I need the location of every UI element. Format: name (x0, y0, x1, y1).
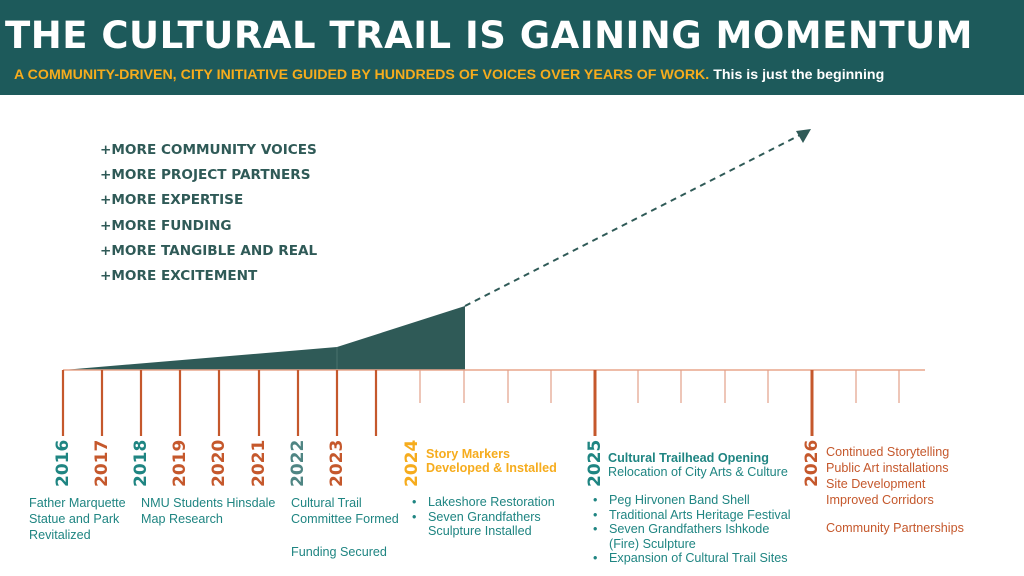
event-2024-title: Story Markers Developed & Installed (426, 447, 557, 475)
list-item: Seven Grandfathers Ishkode (Fire) Sculpt… (591, 522, 791, 551)
event-2026-list: Continued Storytelling Public Art instal… (826, 445, 950, 507)
year-label-2023: 2023 (327, 439, 347, 487)
year-label-2020: 2020 (209, 439, 229, 487)
event-funding: Funding Secured (291, 545, 387, 559)
momentum-arrow-line (464, 134, 801, 307)
event-2026-partnerships: Community Partnerships (826, 521, 964, 535)
year-label-2025: 2025 (585, 439, 605, 487)
page-title: THE CULTURAL TRAIL IS GAINING MOMENTUM (5, 14, 973, 57)
event-2025-title: Cultural Trailhead Opening (608, 451, 769, 465)
momentum-item: +MORE FUNDING (100, 217, 232, 234)
list-item: Lakeshore Restoration (410, 494, 555, 510)
list-item: Expansion of Cultural Trail Sites (591, 551, 791, 566)
momentum-area (63, 306, 465, 370)
list-item: Traditional Arts Heritage Festival (591, 508, 791, 523)
year-label-2019: 2019 (170, 439, 190, 487)
year-label-2022: 2022 (288, 439, 308, 487)
timeline-ticks (61, 370, 900, 436)
subtitle-tail: This is just the beginning (713, 67, 885, 83)
momentum-item: +MORE EXCITEMENT (100, 268, 258, 285)
header-banner: THE CULTURAL TRAIL IS GAINING MOMENTUM A… (0, 0, 1024, 95)
year-label-2016: 2016 (53, 439, 73, 487)
momentum-item: +MORE EXPERTISE (100, 192, 244, 209)
event-2025-list: Peg Hirvonen Band Shell Traditional Arts… (591, 493, 791, 566)
momentum-item: +MORE COMMUNITY VOICES (100, 142, 317, 158)
momentum-list: +MORE COMMUNITY VOICES +MORE PROJECT PAR… (100, 138, 317, 289)
year-label-2026: 2026 (802, 439, 822, 487)
event-2018: NMU Students Hinsdale Map Research (141, 496, 276, 526)
event-2024-list: Lakeshore Restoration Seven Grandfathers… (410, 494, 555, 538)
year-label-2018: 2018 (131, 439, 151, 487)
year-label-2017: 2017 (92, 439, 112, 487)
year-label-2024: 2024 (402, 439, 422, 487)
event-2016: Father Marquette Statue and Park Revital… (29, 496, 126, 542)
event-committee: Cultural Trail Committee Formed (291, 496, 399, 526)
subtitle-highlight: A COMMUNITY-DRIVEN, CITY INITIATIVE GUID… (14, 67, 710, 83)
page-subtitle: A COMMUNITY-DRIVEN, CITY INITIATIVE GUID… (14, 67, 884, 83)
list-item: Seven Grandfathers Sculpture Installed (410, 510, 555, 538)
list-item: Peg Hirvonen Band Shell (591, 493, 791, 508)
event-2025-sub: Relocation of City Arts & Culture (608, 465, 788, 479)
momentum-item: +MORE TANGIBLE AND REAL (100, 242, 318, 259)
year-label-2021: 2021 (249, 439, 269, 487)
arrow-head-icon (796, 129, 811, 143)
momentum-item: +MORE PROJECT PARTNERS (100, 167, 311, 184)
